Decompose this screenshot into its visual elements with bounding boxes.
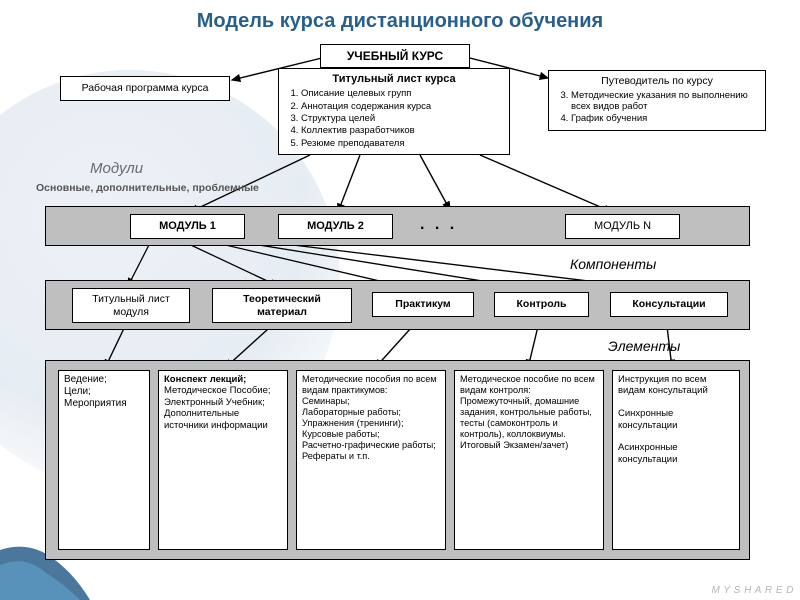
list-item: Методические указания по выполнению всех… [571, 90, 759, 113]
watermark: M Y S H A R E D [711, 585, 794, 596]
comp-theory-box: Теоретический материал [212, 288, 352, 323]
modules-label: Модули [90, 160, 143, 177]
elem-col-2-text: Конспект лекций; Методическое Пособие; Э… [164, 374, 271, 431]
module-n-box: МОДУЛЬ N [565, 214, 680, 239]
module-2-box: МОДУЛЬ 2 [278, 214, 393, 239]
course-titlepage-list: Описание целевых групп Аннотация содержа… [285, 88, 503, 149]
list-item: График обучения [571, 113, 759, 124]
modules-sublabel: Основные, дополнительные, проблемные [36, 182, 259, 194]
list-item: Коллектив разработчиков [301, 125, 503, 136]
guide-heading: Путеводитель по курсу [555, 75, 759, 88]
elem-col-2: Конспект лекций; Методическое Пособие; Э… [158, 370, 288, 550]
components-label: Компоненты [570, 256, 656, 272]
comp-consult-box: Консультации [610, 292, 728, 317]
elem-col-5: Инструкция по всем видам консультаций Си… [612, 370, 740, 550]
course-titlepage-box: Титульный лист курса Описание целевых гр… [278, 68, 510, 155]
course-titlepage-heading: Титульный лист курса [285, 73, 503, 86]
module-1-box: МОДУЛЬ 1 [130, 214, 245, 239]
module-ellipsis: . . . [420, 216, 457, 234]
guide-box: Путеводитель по курсу Методические указа… [548, 70, 766, 131]
comp-practice-box: Практикум [372, 292, 474, 317]
list-item: Структура целей [301, 113, 503, 124]
elem-col-1: Ведение; Цели; Мероприятия [58, 370, 150, 550]
comp-control-box: Контроль [494, 292, 589, 317]
list-item: Описание целевых групп [301, 88, 503, 99]
list-item: Резюме преподавателя [301, 138, 503, 149]
elements-label: Элементы [608, 338, 680, 354]
list-item: Аннотация содержания курса [301, 101, 503, 112]
page-title: Модель курса дистанционного обучения [0, 10, 800, 33]
comp-title-box: Титульный лист модуля [72, 288, 190, 323]
course-root-box: УЧЕБНЫЙ КУРС [320, 44, 470, 68]
elem-col-3: Методические пособия по всем видам практ… [296, 370, 446, 550]
guide-list: Методические указания по выполнению всех… [555, 90, 759, 125]
working-program-box: Рабочая программа курса [60, 76, 230, 101]
elem-col-4: Методическое пособие по всем видам контр… [454, 370, 604, 550]
